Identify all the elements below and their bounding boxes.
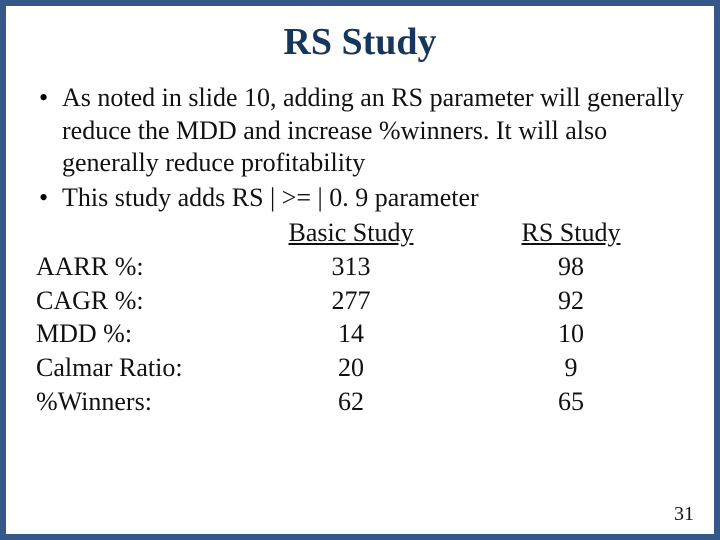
bullet-item: This study adds RS | >= | 0. 9 parameter	[36, 182, 684, 215]
row-label: MDD %:	[36, 317, 236, 351]
table-row: AARR %: 313 98	[36, 250, 684, 284]
row-val-a: 20	[236, 351, 466, 385]
table-header-a: Basic Study	[236, 216, 466, 250]
table-header-row: Basic Study RS Study	[36, 216, 684, 250]
row-val-b: 65	[466, 385, 676, 419]
row-label: AARR %:	[36, 250, 236, 284]
bullet-item: As noted in slide 10, adding an RS param…	[36, 82, 684, 180]
table-header-b: RS Study	[466, 216, 676, 250]
row-label: CAGR %:	[36, 284, 236, 318]
table-row: CAGR %: 277 92	[36, 284, 684, 318]
row-label: %Winners:	[36, 385, 236, 419]
page-number: 31	[674, 503, 694, 526]
row-val-a: 14	[236, 317, 466, 351]
table-row: %Winners: 62 65	[36, 385, 684, 419]
row-val-b: 10	[466, 317, 676, 351]
row-val-b: 98	[466, 250, 676, 284]
slide-panel: RS Study As noted in slide 10, adding an…	[6, 6, 714, 534]
table-header-blank	[36, 216, 236, 250]
row-val-a: 62	[236, 385, 466, 419]
bullet-list: As noted in slide 10, adding an RS param…	[36, 82, 684, 214]
table-row: Calmar Ratio: 20 9	[36, 351, 684, 385]
row-label: Calmar Ratio:	[36, 351, 236, 385]
comparison-table: Basic Study RS Study AARR %: 313 98 CAGR…	[36, 216, 684, 419]
row-val-b: 9	[466, 351, 676, 385]
row-val-a: 313	[236, 250, 466, 284]
slide-title: RS Study	[36, 20, 684, 64]
table-row: MDD %: 14 10	[36, 317, 684, 351]
row-val-b: 92	[466, 284, 676, 318]
row-val-a: 277	[236, 284, 466, 318]
